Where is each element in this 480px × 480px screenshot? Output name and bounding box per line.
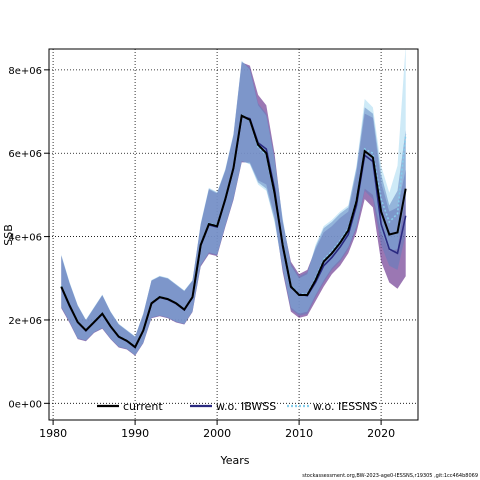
series-lines — [60, 113, 407, 349]
band-series-0 — [61, 61, 406, 356]
y-tick-label-2: 4e+06 — [8, 233, 42, 244]
legend-label-1: w.o. IBWSS — [216, 400, 276, 413]
y-tick-label-1: 2e+06 — [8, 316, 42, 327]
legend-label-0: current — [123, 400, 163, 413]
x-axis-label: Years — [219, 454, 249, 467]
y-axis: 0e+00 2e+06 4e+06 6e+06 8e+06 — [8, 66, 49, 410]
x-tick-label-3: 2010 — [285, 427, 313, 440]
y-tick-label-3: 6e+06 — [8, 149, 42, 160]
legend-label-2: w.o. IESSNS — [313, 400, 377, 413]
x-tick-label-4: 2020 — [367, 427, 395, 440]
y-axis-label: SSB — [2, 224, 15, 246]
grid — [49, 49, 418, 420]
plot-frame — [48, 48, 419, 421]
confidence-bands — [61, 49, 406, 356]
y-tick-label-0: 0e+00 — [8, 399, 42, 410]
line-series-0 — [60, 114, 407, 349]
y-tick-label-4: 8e+06 — [8, 66, 42, 77]
footer-text: stockassessment.org,BW-2023-age0-IESSNS,… — [302, 473, 478, 479]
legend: current w.o. IBWSS w.o. IESSNS — [97, 400, 377, 413]
x-tick-label-0: 1980 — [39, 427, 67, 440]
x-tick-label-1: 1990 — [121, 427, 149, 440]
x-tick-label-2: 2000 — [203, 427, 231, 440]
x-axis: 1980 1990 2000 2010 2020 — [39, 420, 395, 440]
